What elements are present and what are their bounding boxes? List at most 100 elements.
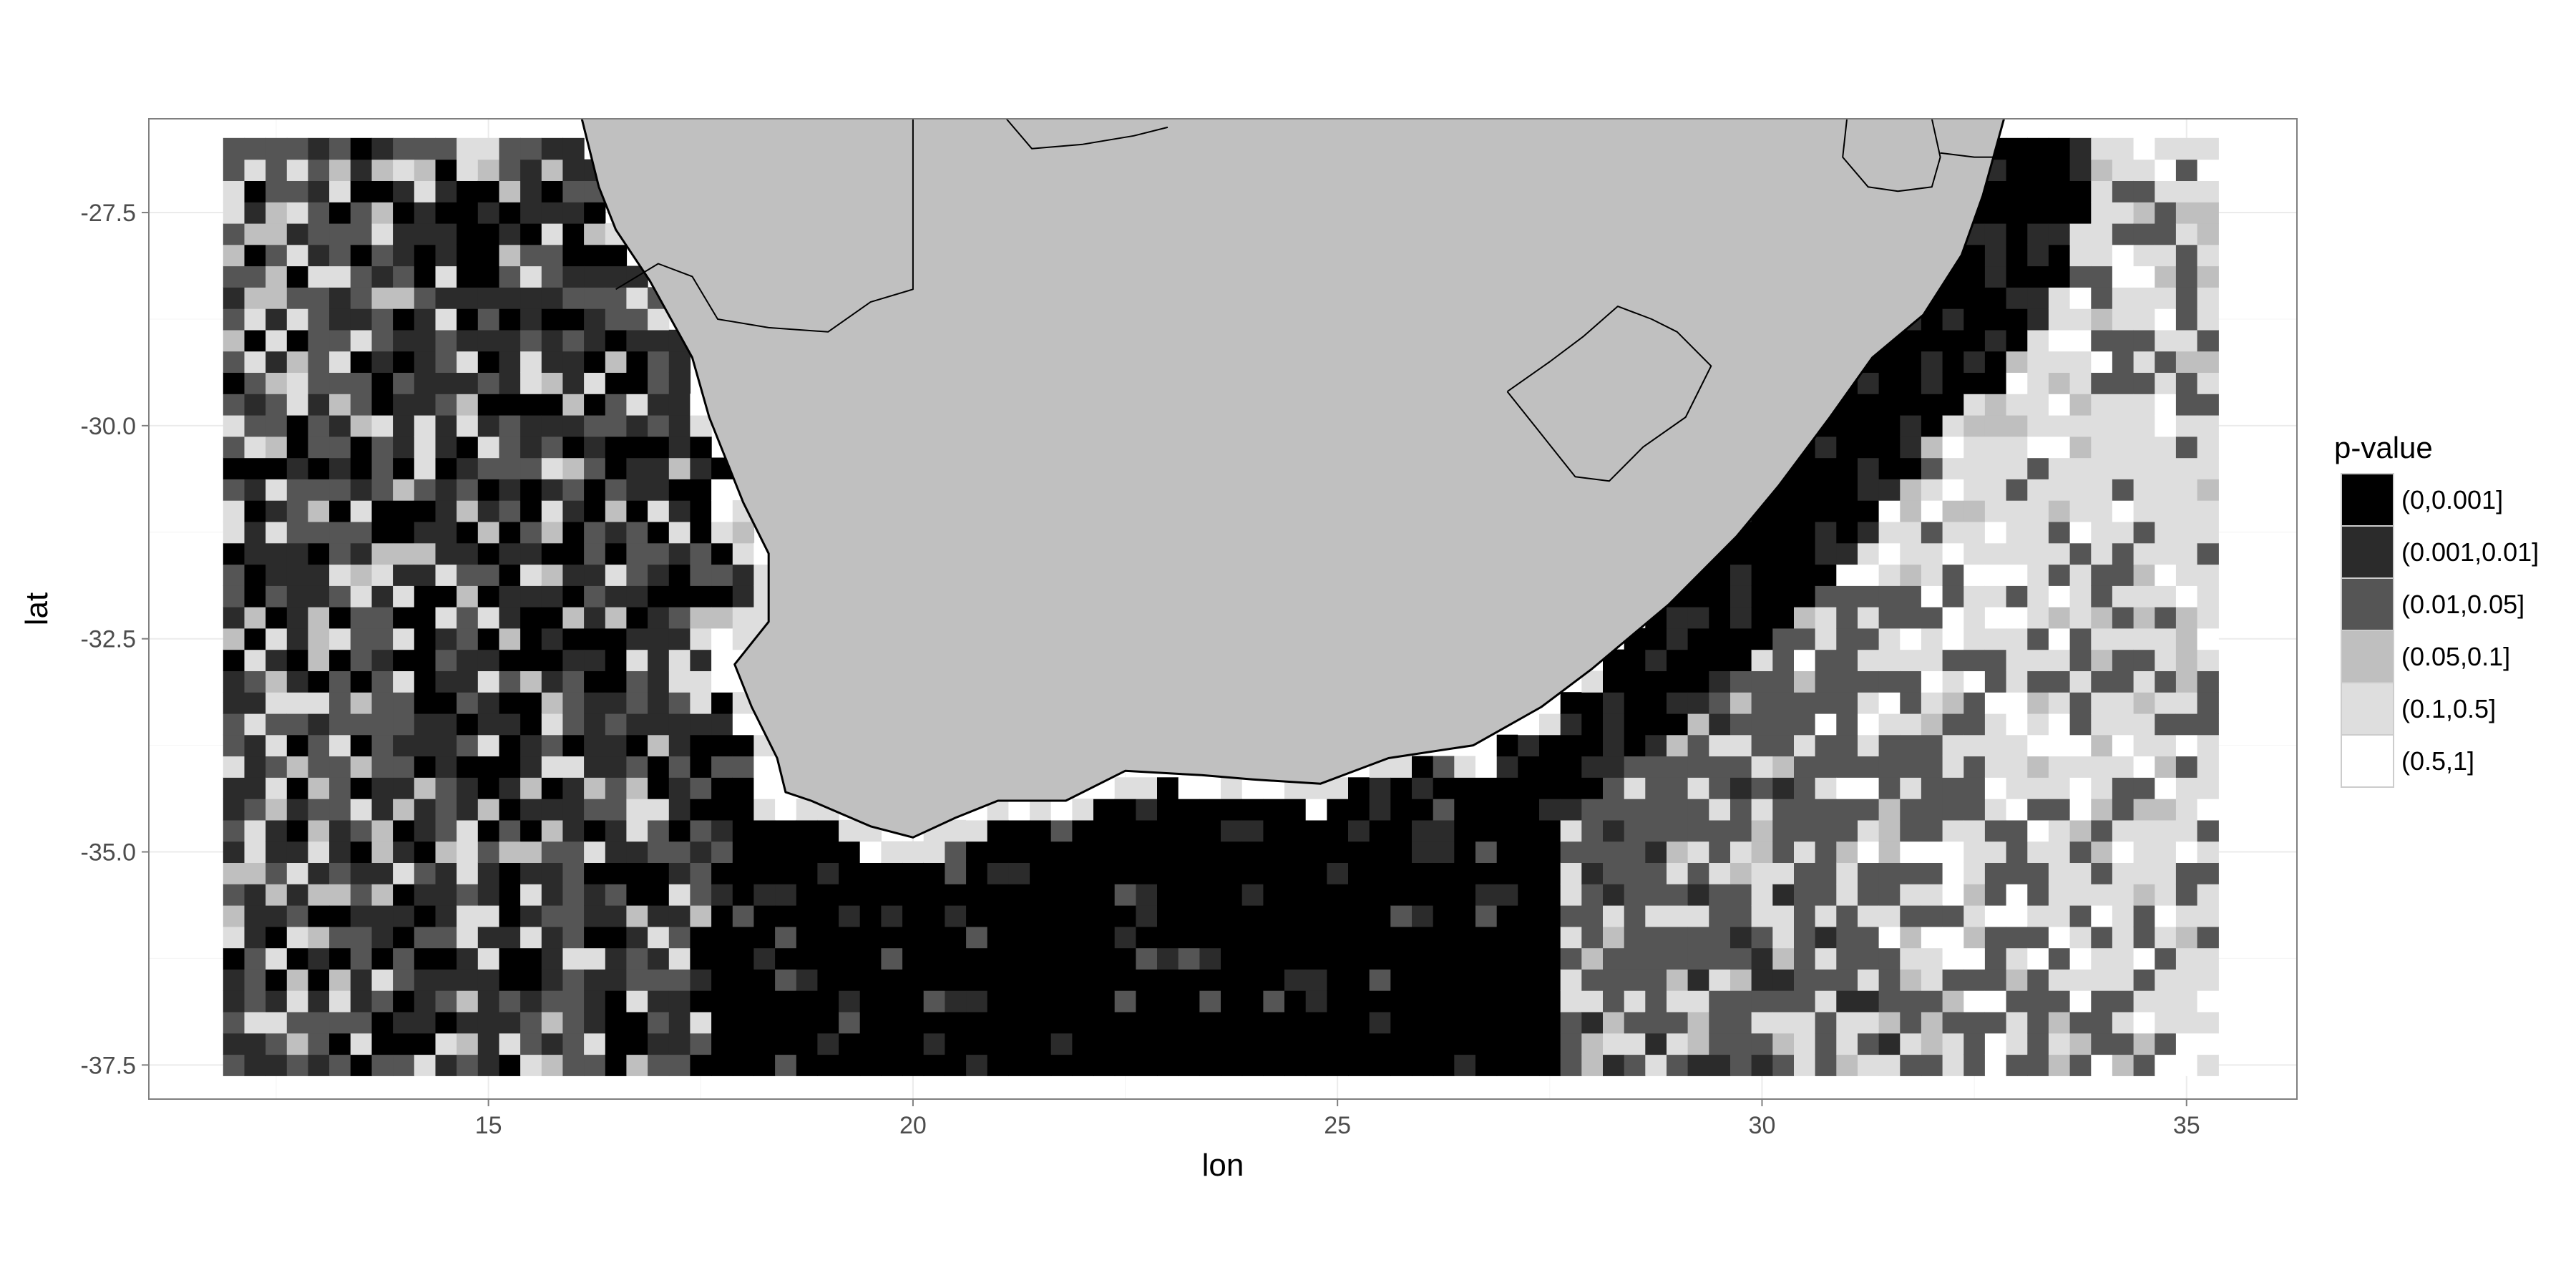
p-value-tile: [1815, 713, 1837, 736]
p-value-tile: [1878, 585, 1901, 608]
p-value-tile: [223, 479, 245, 501]
p-value-tile: [1284, 1011, 1307, 1034]
p-value-tile: [2027, 1054, 2049, 1076]
p-value-tile: [626, 500, 648, 522]
p-value-tile: [1390, 756, 1413, 778]
p-value-tile: [1815, 542, 1837, 565]
p-value-tile: [1709, 756, 1731, 778]
p-value-tile: [2027, 862, 2049, 884]
p-value-tile: [1093, 884, 1116, 906]
p-value-tile: [1093, 841, 1116, 863]
p-value-tile: [732, 756, 755, 778]
p-value-tile: [2112, 628, 2135, 650]
p-value-tile: [881, 862, 903, 884]
p-value-tile: [1263, 990, 1285, 1013]
p-value-tile: [2112, 244, 2135, 267]
p-value-tile: [350, 436, 373, 459]
p-value-tile: [1518, 947, 1540, 970]
p-value-tile: [2069, 926, 2092, 949]
p-value-tile: [1645, 884, 1667, 906]
p-value-tile: [1369, 947, 1391, 970]
p-value-tile: [244, 329, 266, 352]
p-value-tile: [2027, 799, 2049, 821]
p-value-tile: [244, 372, 266, 394]
p-value-tile: [244, 841, 266, 863]
p-value-tile: [1815, 436, 1837, 459]
p-value-tile: [1687, 628, 1709, 650]
p-value-tile: [605, 884, 628, 906]
p-value-tile: [393, 649, 415, 671]
p-value-tile: [520, 415, 542, 437]
p-value-tile: [859, 1054, 882, 1076]
p-value-tile: [1794, 777, 1816, 799]
p-value-tile: [477, 479, 500, 501]
p-value-tile: [2048, 649, 2071, 671]
p-value-tile: [584, 969, 606, 991]
p-value-tile: [1730, 585, 1752, 608]
p-value-tile: [1199, 777, 1221, 799]
p-value-tile: [2155, 841, 2177, 863]
p-value-tile: [668, 564, 691, 586]
p-value-tile: [648, 351, 670, 373]
p-value-tile: [435, 137, 457, 160]
p-value-tile: [1539, 990, 1561, 1013]
p-value-tile: [244, 713, 266, 736]
p-value-tile: [371, 947, 394, 970]
p-value-tile: [329, 521, 351, 544]
p-value-tile: [1963, 564, 1986, 586]
p-value-tile: [966, 1054, 988, 1076]
p-value-tile: [2112, 137, 2135, 160]
namibia-border: [615, 119, 914, 333]
p-value-tile: [286, 777, 309, 799]
p-value-tile: [244, 649, 266, 671]
p-value-tile: [562, 628, 585, 650]
p-value-tile: [1433, 777, 1455, 799]
p-value-tile: [2069, 202, 2092, 224]
p-value-tile: [1221, 947, 1243, 970]
p-value-tile: [1730, 692, 1752, 714]
p-value-tile: [1900, 756, 1922, 778]
p-value-tile: [329, 564, 351, 586]
p-value-tile: [520, 1011, 542, 1034]
p-value-tile: [2175, 585, 2198, 608]
p-value-tile: [457, 713, 479, 736]
p-value-tile: [1900, 926, 1922, 949]
x-tick-label: 20: [899, 1112, 927, 1139]
p-value-tile: [1963, 308, 1986, 331]
p-value-tile: [1496, 1011, 1518, 1034]
p-value-tile: [987, 862, 1009, 884]
p-value-tile: [2133, 500, 2155, 522]
p-value-tile: [1008, 947, 1030, 970]
p-value-tile: [393, 692, 415, 714]
p-value-tile: [2155, 713, 2177, 736]
p-value-tile: [541, 799, 564, 821]
land-layer: [149, 119, 2297, 839]
p-value-tile: [2069, 180, 2092, 203]
p-value-tile: [329, 819, 351, 842]
p-value-tile: [2175, 287, 2198, 309]
p-value-tile: [2048, 990, 2071, 1013]
p-value-tile: [520, 926, 542, 949]
p-value-tile: [1496, 990, 1518, 1013]
p-value-tile: [753, 947, 776, 970]
p-value-tile: [223, 244, 245, 267]
p-value-tile: [457, 799, 479, 821]
p-value-tile: [1921, 500, 1943, 522]
p-value-tile: [2091, 1054, 2113, 1076]
p-value-tile: [2112, 372, 2135, 394]
p-value-tile: [2027, 457, 2049, 479]
p-value-tile: [371, 137, 394, 160]
p-value-tile: [1581, 905, 1604, 927]
p-value-tile: [648, 713, 670, 736]
p-value-tile: [1815, 777, 1837, 799]
p-value-tile: [1921, 670, 1943, 693]
p-value-tile: [626, 734, 648, 757]
p-value-tile: [1624, 1033, 1646, 1055]
p-value-tile: [371, 585, 394, 608]
p-value-tile: [477, 329, 500, 352]
p-value-tile: [2133, 415, 2155, 437]
p-value-tile: [1539, 905, 1561, 927]
p-value-tile: [350, 180, 373, 203]
p-value-tile: [945, 1054, 967, 1076]
p-value-tile: [1539, 799, 1561, 821]
